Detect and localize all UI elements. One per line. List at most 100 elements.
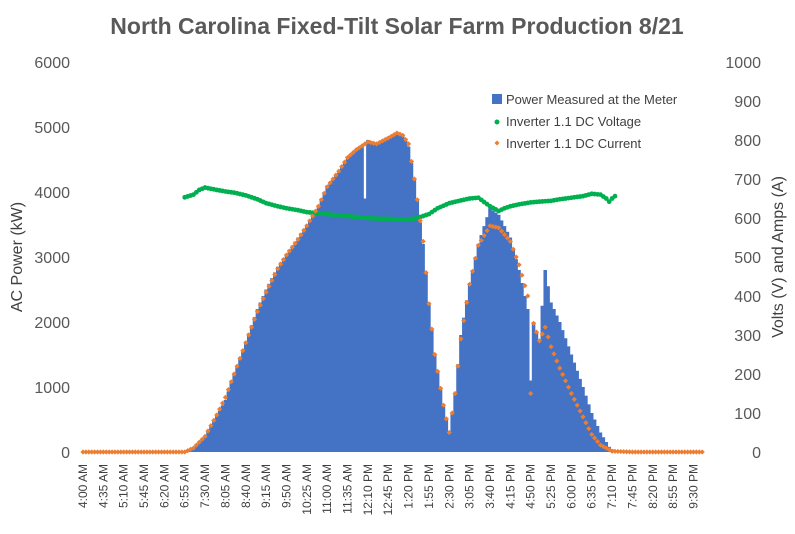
current-point [621, 449, 627, 455]
current-point [129, 449, 136, 455]
current-point [330, 176, 336, 182]
current-point [295, 236, 301, 243]
power-bar [403, 140, 408, 452]
power-bar [560, 330, 565, 452]
current-point [327, 180, 333, 186]
current-point [237, 355, 243, 361]
current-point [638, 449, 644, 455]
current-point [429, 326, 435, 332]
current-point [667, 449, 673, 455]
legend-marker-current [494, 140, 500, 146]
current-point [443, 416, 449, 422]
current-point [371, 140, 377, 146]
current-point [92, 449, 98, 455]
power-bar [552, 309, 556, 452]
power-bar [424, 273, 428, 452]
current-point [97, 449, 104, 455]
power-bar [229, 382, 234, 452]
current-point [251, 316, 258, 322]
legend-swatch-power [492, 94, 502, 104]
power-bar [555, 315, 559, 452]
current-point [376, 139, 383, 146]
power-bar [296, 237, 300, 452]
power-bar [491, 210, 495, 452]
power-bar [261, 296, 265, 452]
power-bar [502, 226, 507, 452]
x-tick-label: 4:15 PM [503, 464, 517, 509]
current-point [501, 231, 508, 238]
x-tick-label: 9:30 PM [686, 464, 700, 509]
current-point [153, 449, 159, 455]
power-bar [235, 365, 239, 452]
power-bar [244, 341, 248, 452]
current-point [217, 406, 223, 412]
power-bar [284, 253, 289, 452]
current-point [522, 283, 528, 289]
x-tick-label: 7:45 PM [625, 464, 639, 509]
current-point [138, 449, 144, 455]
current-point [80, 449, 86, 455]
x-tick-label: 5:25 PM [544, 464, 558, 509]
y2-tick-label: 800 [734, 133, 761, 150]
power-bar [386, 136, 390, 452]
power-bar [406, 146, 411, 452]
power-bar [194, 444, 199, 452]
current-point [115, 449, 121, 455]
current-point [196, 439, 202, 445]
x-tick-label: 3:40 PM [483, 464, 497, 509]
current-point [583, 420, 589, 426]
power-bar [270, 278, 274, 452]
current-point [385, 135, 391, 141]
current-point [440, 402, 447, 408]
current-point [449, 410, 455, 416]
power-bar [278, 262, 283, 452]
power-bar [572, 362, 577, 452]
power-bar [331, 179, 335, 452]
current-point [147, 449, 153, 455]
power-bar [281, 258, 286, 452]
current-point [548, 344, 554, 350]
power-bar [351, 151, 356, 452]
current-point [103, 449, 109, 455]
current-point [150, 449, 156, 455]
power-bar [479, 235, 484, 452]
power-bar [249, 325, 254, 452]
x-tick-label: 7:10 PM [605, 464, 619, 509]
current-point [603, 445, 609, 451]
current-point [405, 141, 412, 147]
power-bar [255, 309, 260, 452]
power-bar [557, 322, 562, 452]
power-bar [467, 283, 472, 452]
current-point [400, 132, 406, 138]
y2-tick-label: 300 [734, 328, 761, 345]
power-bar [290, 245, 295, 452]
current-point [626, 449, 633, 455]
power-bar [427, 302, 431, 452]
current-point [199, 436, 205, 442]
current-point [673, 449, 679, 455]
power-bar [432, 354, 437, 452]
current-point [155, 449, 162, 455]
power-bar [511, 248, 515, 452]
power-bar [482, 226, 486, 452]
power-bar [409, 162, 414, 452]
y-tick-label: 0 [61, 445, 70, 462]
x-tick-label: 6:35 PM [585, 464, 599, 509]
current-point [664, 449, 670, 455]
power-bar [540, 305, 545, 452]
x-tick-label: 6:55 AM [178, 464, 192, 508]
current-point [408, 158, 415, 165]
y-tick-label: 4000 [34, 185, 70, 202]
power-bar [203, 435, 207, 452]
current-point [653, 449, 659, 455]
power-bar [342, 161, 347, 452]
current-point [414, 197, 420, 203]
current-point [629, 449, 636, 455]
current-point [121, 449, 127, 455]
current-point [699, 449, 705, 455]
y-axis-title: AC Power (kW) [9, 202, 26, 312]
current-point [176, 449, 182, 455]
legend-label-voltage: Inverter 1.1 DC Voltage [506, 114, 641, 129]
x-tick-label: 11:35 AM [341, 464, 355, 514]
power-bar [287, 249, 292, 452]
